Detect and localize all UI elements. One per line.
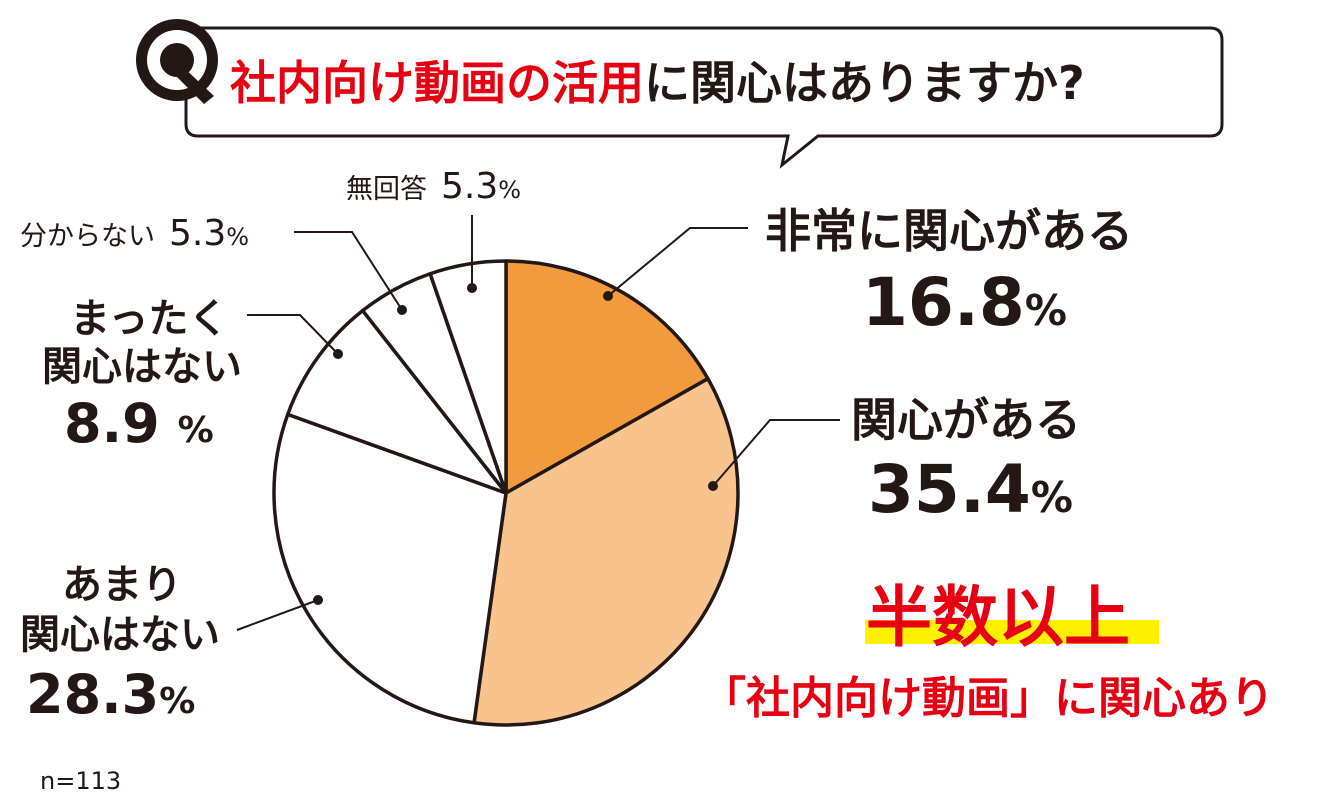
label-not-very-line1: あまり (62, 562, 182, 608)
pie-slice-6 (428, 259, 508, 495)
value-not-very-number: 28.3 (26, 663, 159, 726)
label-dont-know: 分からない 5.3% (20, 213, 249, 254)
value-not-at-all-unit: % (178, 410, 214, 451)
label-interested: 関心がある (851, 393, 1081, 447)
value-not-at-all: 8.9% (64, 392, 214, 455)
q-mark-icon (136, 19, 218, 104)
label-no-answer: 無回答 5.3% (346, 166, 521, 207)
leader-line-dont-know (294, 231, 403, 311)
value-not-at-all-number: 8.9 (64, 392, 160, 455)
callout: 半数以上 「社内向け動画」に関心あり (702, 579, 1274, 724)
label-not-at-all-line1: まったく (70, 296, 228, 342)
pie-slice-2 (472, 376, 740, 727)
leader-dot-not-very (313, 595, 323, 605)
leader-line-interested (712, 419, 840, 487)
label-not-at-all-line2: 関心はない (42, 344, 242, 390)
value-interested-number: 35.4 (868, 451, 1031, 528)
leader-lines (236, 215, 840, 631)
callout-highlight-bar (865, 620, 1159, 644)
leader-line-very-interested (607, 227, 748, 297)
value-no-answer-unit: % (498, 176, 521, 204)
value-interested-unit: % (1031, 473, 1073, 522)
question-bubble: 社内向け動画の活用に関心はありますか? (136, 19, 1224, 169)
callout-subline: 「社内向け動画」に関心あり (702, 673, 1274, 724)
leader-dot-interested (708, 481, 718, 491)
value-very-interested-unit: % (1025, 286, 1067, 335)
value-dont-know-unit: % (226, 223, 249, 251)
value-interested: 35.4% (868, 451, 1073, 528)
leader-line-not-at-all (247, 314, 339, 355)
slice-labels: 非常に関心がある 16.8% 関心がある 35.4% あまり 関心はない 28.… (20, 166, 1133, 726)
leader-dot-not-at-all (333, 349, 343, 359)
value-dont-know-number: 5.3 (169, 213, 226, 254)
leader-dot-dont-know (397, 305, 407, 315)
label-not-very-line2: 関心はない (20, 612, 220, 658)
question-title-highlight: 社内向け動画の活用 (230, 56, 644, 110)
value-no-answer-number: 5.3 (441, 166, 498, 207)
value-very-interested-number: 16.8 (862, 264, 1025, 341)
leader-dot-no-answer (467, 283, 477, 293)
value-very-interested: 16.8% (862, 264, 1067, 341)
label-dont-know-text: 分からない (20, 221, 155, 252)
value-not-very: 28.3% (26, 663, 195, 726)
question-title-rest: に関心はありますか? (644, 56, 1085, 110)
question-title: 社内向け動画の活用に関心はありますか? (230, 56, 1085, 110)
pie-slice-3 (272, 412, 508, 725)
value-not-very-unit: % (159, 681, 195, 722)
leader-dot-very-interested (603, 291, 613, 301)
label-no-answer-text: 無回答 (346, 174, 427, 205)
sample-size-footnote: n=113 (40, 767, 121, 795)
leader-line-not-very (236, 599, 319, 631)
callout-headline: 半数以上 (866, 579, 1130, 656)
pie-chart (272, 259, 740, 727)
label-very-interested: 非常に関心がある (765, 204, 1133, 258)
pie-slice-1 (504, 259, 710, 495)
